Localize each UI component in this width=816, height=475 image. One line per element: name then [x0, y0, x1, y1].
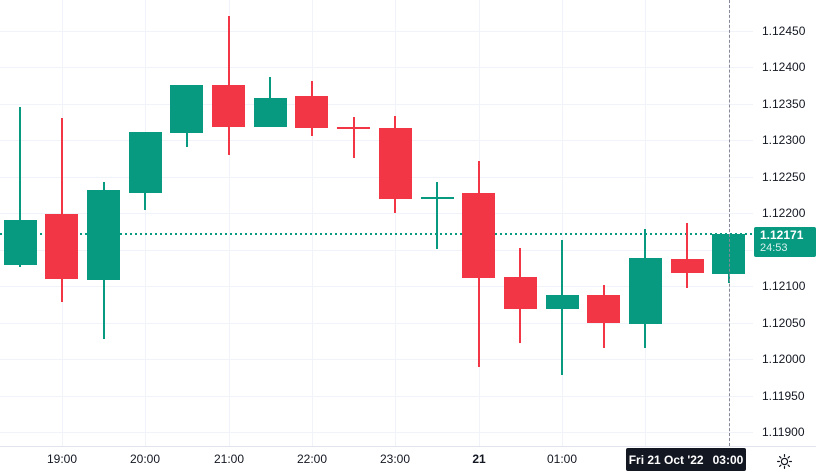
candle-wick — [19, 107, 22, 267]
time-gridline — [229, 0, 230, 446]
price-gridline — [0, 395, 753, 397]
candle-body — [503, 277, 537, 310]
candle-wick — [686, 223, 688, 289]
price-gridline — [0, 359, 753, 360]
price-axis-label: 1.12350 — [762, 96, 806, 111]
price-axis-label: 1.12250 — [762, 169, 806, 184]
price-axis-label: 1.12400 — [762, 60, 806, 74]
candle-body — [628, 258, 662, 324]
time-axis-label: 20:00 — [129, 452, 161, 466]
last-price-dotted-line — [0, 233, 754, 236]
candle-body — [45, 213, 79, 279]
time-gridline — [395, 0, 396, 446]
candle-body — [3, 220, 37, 265]
candle-body — [128, 132, 162, 194]
price-axis-label: 1.12050 — [762, 315, 806, 330]
time-axis-label: 23:00 — [379, 452, 411, 466]
price-axis-label: 1.12000 — [762, 352, 806, 366]
candle-body — [170, 85, 204, 133]
price-gridline — [0, 30, 753, 32]
last-bar-time: 03:00 — [712, 452, 744, 467]
candle-wick — [436, 182, 438, 249]
candle-body — [420, 197, 454, 200]
candle-body — [337, 126, 371, 130]
candle-body — [378, 128, 412, 200]
price-axis-label: 1.12100 — [762, 279, 806, 293]
price-gridline — [0, 249, 753, 251]
time-gridline — [562, 0, 563, 446]
price-gridline — [0, 286, 753, 287]
candlestick-plot-area[interactable] — [0, 0, 754, 446]
last-bar-date-badge: Fri 21 Oct '22 03:00 — [626, 448, 746, 471]
time-axis-label: 21 — [472, 452, 486, 466]
price-axis[interactable]: 1.12450 1.12400 1.12350 1.12300 1.12250 1.122… — [753, 0, 816, 446]
price-axis-label: 1.11950 — [762, 388, 805, 403]
time-gridline — [145, 0, 146, 446]
candle-body — [87, 189, 121, 281]
time-axis-label: 21:00 — [213, 452, 245, 466]
price-axis-label: 1.12300 — [762, 133, 806, 147]
price-axis-label: 1.11900 — [762, 425, 805, 439]
candle-wick — [352, 116, 355, 159]
price-axis-label: 1.12200 — [762, 206, 806, 220]
candle-body — [295, 96, 329, 129]
candle-body — [670, 259, 704, 273]
price-gridline — [0, 103, 753, 105]
time-gridline — [645, 0, 646, 446]
price-gridline — [0, 140, 753, 141]
last-bar-date: Fri 21 Oct '22 — [628, 452, 704, 467]
candle-body — [587, 294, 621, 324]
price-axis-label: 1.12450 — [762, 23, 806, 38]
axis-settings-gear-icon[interactable] — [776, 453, 793, 470]
bar-countdown-timer: 24:53 — [760, 242, 788, 255]
last-price-badge: 1.12171 24:53 — [754, 227, 816, 258]
last-price-value: 1.12171 — [760, 228, 804, 243]
axis-separator-line — [0, 446, 816, 447]
candle-body — [212, 85, 246, 127]
price-gridline — [0, 67, 753, 68]
price-gridline — [0, 213, 753, 214]
candle-wick — [60, 118, 63, 303]
time-axis-label: 01:00 — [546, 452, 578, 466]
candle-body — [545, 294, 579, 310]
price-gridline — [0, 322, 753, 324]
axis-corner-cell — [753, 447, 816, 475]
price-gridline — [0, 432, 753, 433]
candle-body — [253, 97, 287, 127]
time-gridline — [312, 0, 313, 446]
price-gridline — [0, 176, 753, 178]
last-bar-dashed-line — [729, 0, 730, 446]
candle-body — [462, 193, 496, 278]
time-axis-label: 22:00 — [296, 452, 328, 466]
time-axis-label: 19:00 — [46, 452, 78, 466]
candle-body — [712, 234, 746, 275]
